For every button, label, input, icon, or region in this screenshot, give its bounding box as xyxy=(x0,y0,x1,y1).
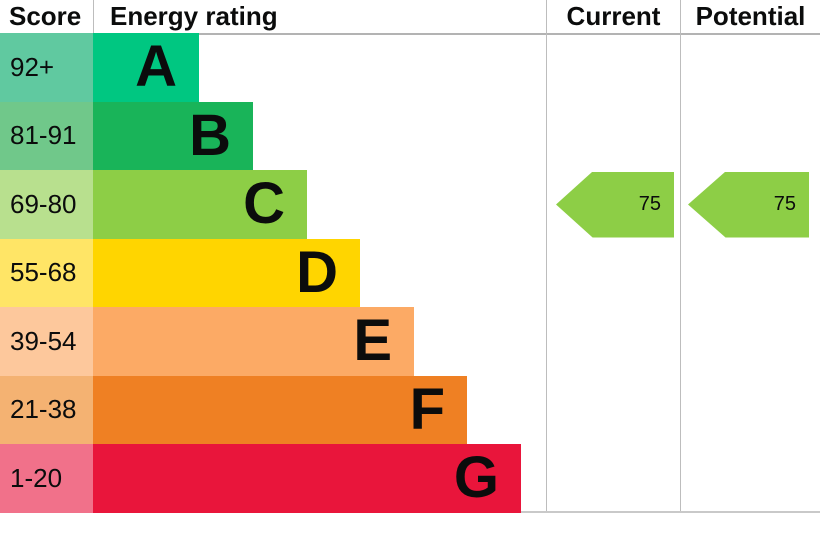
score-range-cell: 1-20 xyxy=(0,444,93,513)
column-header-score: Score xyxy=(9,1,82,31)
band-letter: G xyxy=(453,445,499,511)
score-range-cell: 92+ xyxy=(0,33,93,102)
band-letter: F xyxy=(409,376,445,442)
band-row-g: 1-20 G xyxy=(0,444,820,513)
band-bar: D xyxy=(93,238,360,307)
band-letter: D xyxy=(296,239,338,305)
score-range-cell: 69-80 xyxy=(0,170,93,239)
score-range-cell: 81-91 xyxy=(0,101,93,170)
column-header-energy-rating: Energy rating xyxy=(110,1,278,31)
band-bar: C xyxy=(93,170,307,239)
band-letter: E xyxy=(353,308,392,374)
band-bar: G xyxy=(93,444,521,513)
band-row-a: 92+ A xyxy=(0,33,820,102)
band-bar: F xyxy=(93,375,467,444)
band-row-f: 21-38 F xyxy=(0,375,820,444)
header-divider-line xyxy=(0,33,820,35)
band-row-b: 81-91 B xyxy=(0,101,820,170)
band-bar: E xyxy=(93,307,414,376)
column-header-potential: Potential xyxy=(695,1,806,31)
band-letter: A xyxy=(135,34,177,100)
current-column-divider-line xyxy=(546,0,547,513)
potential-column-divider-line xyxy=(680,0,681,513)
score-range-cell: 55-68 xyxy=(0,238,93,307)
band-row-e: 39-54 E xyxy=(0,307,820,376)
band-letter: C xyxy=(243,171,285,237)
current-rating-value: 75 xyxy=(638,193,661,215)
column-header-current: Current xyxy=(566,1,661,31)
score-range-cell: 21-38 xyxy=(0,375,93,444)
score-range-cell: 39-54 xyxy=(0,307,93,376)
band-letter: B xyxy=(189,102,231,168)
band-row-d: 55-68 D xyxy=(0,238,820,307)
band-bar: B xyxy=(93,101,253,170)
potential-rating-value: 75 xyxy=(773,193,796,215)
band-row-c: 69-80 C xyxy=(0,170,820,239)
band-bar: A xyxy=(93,33,199,102)
score-column-divider-line xyxy=(93,0,94,33)
